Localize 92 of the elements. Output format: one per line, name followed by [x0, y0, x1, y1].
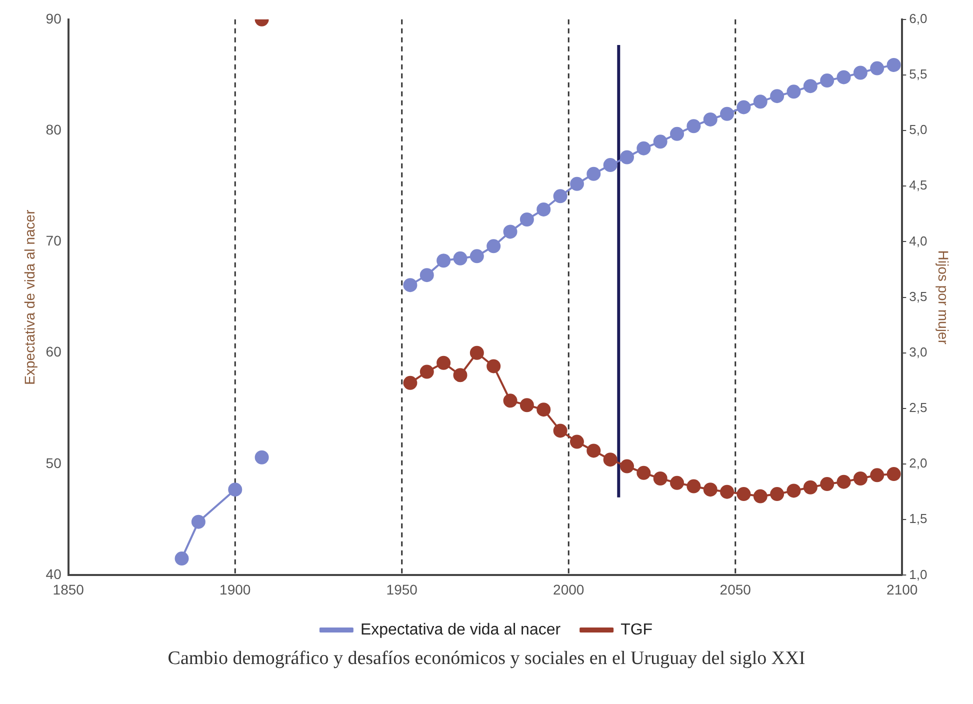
point: [603, 158, 618, 172]
x-tick-label: 1950: [386, 581, 418, 598]
point: [670, 126, 684, 141]
point: [553, 424, 568, 438]
point: [836, 474, 851, 489]
y2-tick-label: 2,0: [909, 456, 928, 471]
y2-tick-label: 5,5: [909, 66, 928, 82]
point: [586, 444, 601, 458]
point: [586, 166, 601, 181]
point: [686, 119, 701, 134]
y-tick-label: 60: [46, 344, 62, 360]
y2-tick-label: 3,0: [909, 344, 928, 360]
y2-tick-label: 3,5: [909, 288, 928, 304]
x-tick-label: 2100: [886, 581, 918, 598]
point: [703, 482, 718, 497]
point: [453, 368, 468, 382]
point: [753, 94, 768, 109]
point: [703, 112, 718, 126]
point: [720, 484, 734, 499]
x-tick-label: 1850: [52, 581, 84, 598]
y-tick-label: 80: [46, 121, 62, 138]
point: [803, 480, 818, 494]
y2-tick-label: 6,0: [909, 10, 928, 26]
point: [174, 552, 189, 566]
point: [820, 477, 834, 492]
point: [420, 364, 434, 379]
y-tick-label: 50: [46, 454, 62, 471]
point: [620, 150, 634, 164]
y2-tick-label: 1,5: [909, 511, 928, 526]
point: [686, 479, 701, 494]
point: [736, 100, 751, 114]
y-tick-label: 90: [46, 10, 62, 26]
point: [770, 487, 784, 502]
point: [191, 514, 206, 529]
point: [786, 84, 801, 99]
point: [503, 224, 518, 239]
y-tick-label: 70: [46, 232, 62, 249]
y2-tick-label: 5,0: [909, 122, 928, 138]
point: [836, 70, 851, 84]
point: [803, 79, 818, 94]
point: [870, 468, 884, 482]
point: [853, 471, 868, 486]
point: [720, 106, 734, 121]
y-axis-title: Expectativa de vida al nacer: [21, 209, 38, 385]
y2-tick-label: 2,5: [909, 400, 928, 416]
point: [503, 394, 518, 408]
point: [470, 346, 484, 360]
x-tick-label: 1900: [220, 581, 251, 598]
legend-label: TGF: [620, 621, 653, 638]
x-tick-label: 2000: [553, 581, 584, 598]
point: [520, 212, 534, 226]
point: [620, 459, 634, 474]
point: [536, 202, 551, 216]
point: [670, 476, 684, 490]
point: [436, 356, 451, 370]
point: [886, 467, 901, 482]
y2-axis-title: Hijos por mujer: [936, 250, 952, 345]
point: [786, 484, 801, 498]
point: [603, 452, 618, 467]
point: [420, 268, 434, 282]
point: [254, 450, 269, 464]
point: [653, 134, 668, 149]
point: [570, 176, 584, 191]
point: [486, 239, 501, 254]
point: [470, 249, 484, 264]
point: [870, 61, 884, 76]
point: [403, 278, 418, 292]
point: [453, 251, 468, 266]
point: [570, 434, 584, 449]
text: Cambio demográfico y desafíos económicos y sociales en el Uruguay del siglo XXI: [166, 648, 806, 670]
point: [403, 376, 418, 390]
point: [770, 89, 784, 104]
point: [228, 482, 242, 497]
point: [536, 402, 551, 417]
point: [436, 254, 451, 268]
point: [886, 58, 901, 72]
x-tick-label: 2050: [720, 581, 752, 598]
point: [520, 398, 534, 412]
point: [636, 141, 651, 156]
point: [736, 487, 751, 502]
legend-label: Expectativa de vida al nacer: [360, 621, 562, 638]
point: [553, 189, 568, 204]
point: [486, 359, 501, 374]
point: [853, 66, 868, 80]
y-tick-label: 40: [46, 566, 62, 582]
y2-tick-label: 4,0: [909, 233, 928, 248]
point: [636, 466, 651, 480]
y2-tick-label: 4,5: [909, 178, 928, 193]
point: [653, 471, 668, 486]
point: [820, 74, 834, 88]
y2-tick-label: 1,0: [909, 566, 928, 582]
point: [753, 489, 768, 504]
